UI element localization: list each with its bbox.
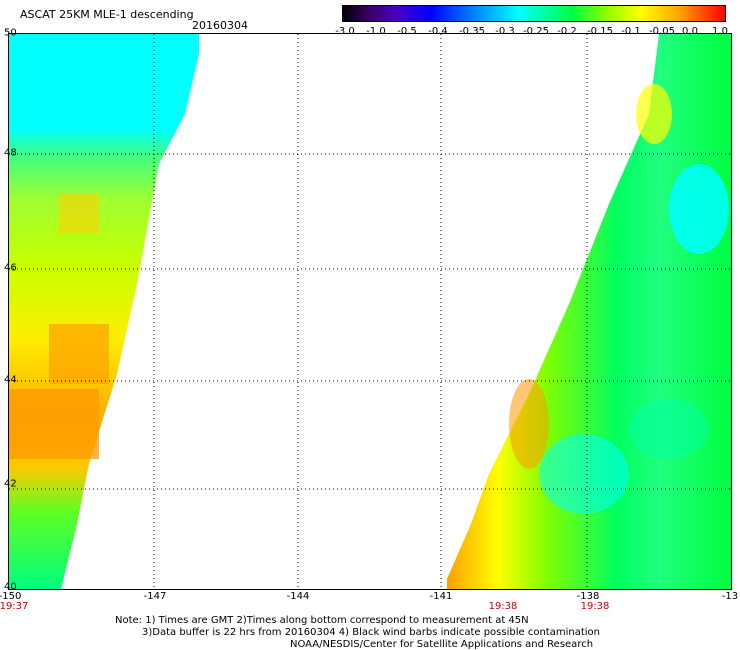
colorbar-label: 0.0: [682, 26, 698, 37]
colorbar-label: -0.25: [523, 26, 549, 37]
time-label-mid: 19:38: [488, 601, 518, 612]
colorbar-label: 1.0: [712, 26, 728, 37]
colorbar-label: -1.0: [366, 26, 386, 37]
lon-label: -147: [143, 591, 167, 602]
lon-label: -13: [721, 591, 739, 602]
lon-label: -141: [429, 591, 453, 602]
lon-label: -144: [286, 591, 310, 602]
lat-label: 40: [4, 581, 17, 593]
colorbar-label: -0.4: [428, 26, 448, 37]
left-swath: [9, 34, 199, 589]
colorbar-label: -0.5: [397, 26, 417, 37]
lat-label: 50: [4, 27, 17, 39]
lat-label: 44: [4, 374, 17, 386]
right-swath-cyan-patch: [539, 434, 629, 514]
map-title: ASCAT 25KM MLE-1 descending: [20, 8, 194, 21]
colorbar: [342, 5, 726, 22]
lon-label: -138: [576, 591, 600, 602]
right-swath-cyan-patch: [629, 399, 709, 459]
time-label-right: 19:38: [580, 601, 610, 612]
colorbar-label: -3.0: [335, 26, 355, 37]
right-swath-yellow-patch: [636, 84, 672, 144]
left-swath-orange-patch: [9, 389, 99, 459]
lon-label: -150: [0, 591, 22, 602]
footnote-line-3: NOAA/NESDIS/Center for Satellite Applica…: [290, 639, 594, 650]
left-swath-orange-patch: [49, 324, 109, 384]
colorbar-label: -0.2: [557, 26, 577, 37]
lat-label: 48: [4, 147, 17, 159]
colorbar-label: -0.05: [649, 26, 675, 37]
colorbar-label: -0.35: [459, 26, 485, 37]
left-swath-yellow-patch: [59, 194, 99, 234]
map-date: 20160304: [192, 19, 248, 32]
lat-label: 46: [4, 262, 17, 274]
map-grid: [9, 34, 731, 589]
map-svg: [9, 34, 731, 589]
right-swath-cyan-patch: [669, 164, 729, 254]
colorbar-label: -0.3: [495, 26, 515, 37]
colorbar-label: -0.1: [621, 26, 641, 37]
footnote-line-1: Note: 1) Times are GMT 2)Times along bot…: [115, 615, 529, 626]
time-label-left: 19:37: [0, 601, 29, 612]
map-plot-area: [8, 33, 732, 590]
footnote-line-2: 3)Data buffer is 22 hrs from 20160304 4)…: [142, 627, 600, 638]
right-swath-orange-patch: [509, 379, 549, 469]
lat-label: 42: [4, 478, 17, 490]
colorbar-label: -0.15: [587, 26, 613, 37]
